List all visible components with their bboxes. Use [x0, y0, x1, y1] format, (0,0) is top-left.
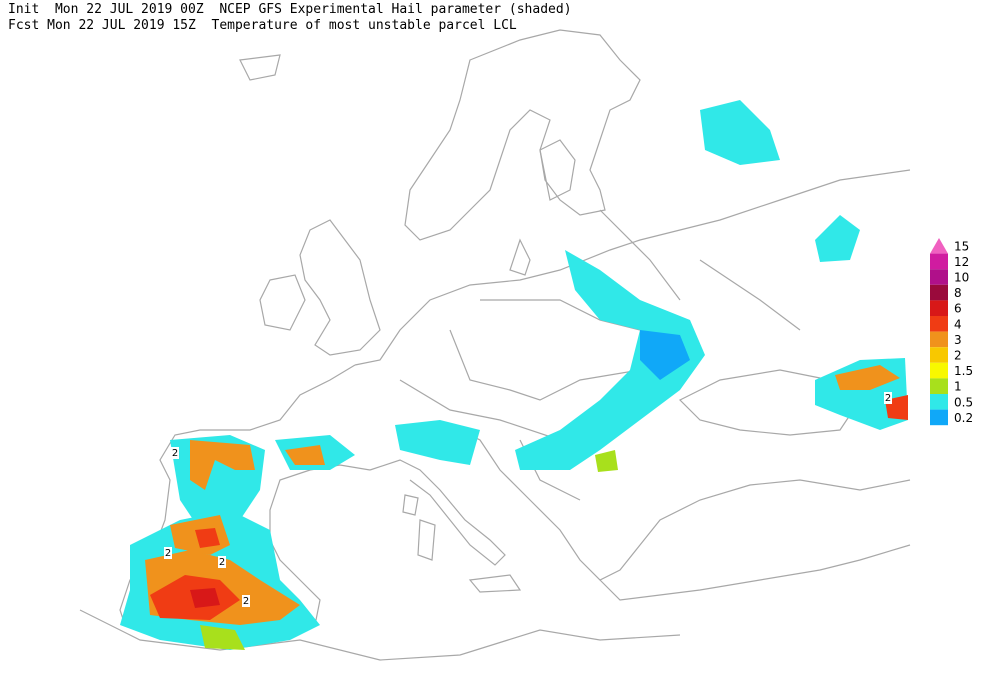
- legend-swatch: [930, 362, 948, 379]
- legend-swatch: [930, 331, 948, 348]
- legend-swatch: [930, 347, 948, 363]
- contour-label: 2: [243, 596, 249, 607]
- legend-swatch: [930, 269, 948, 285]
- legend-swatch: [930, 284, 948, 301]
- legend: 15 12 108 64 3 21.5 10.5 0.2: [930, 238, 973, 426]
- contour-labels: 2 2 2 2 2: [164, 392, 892, 607]
- contour-label: 2: [219, 557, 225, 568]
- coastlines: [79, 29, 911, 661]
- legend-label: 4: [954, 317, 962, 331]
- contour-label: 2: [885, 393, 891, 404]
- legend-swatch: [930, 300, 948, 316]
- legend-swatch: [930, 409, 948, 426]
- legend-label: 12: [954, 255, 969, 269]
- legend-label: 1: [954, 380, 962, 394]
- legend-label: 3: [954, 333, 962, 347]
- legend-label: 0.5: [954, 395, 973, 409]
- contour-label-bg: [164, 547, 172, 559]
- legend-swatch: [930, 378, 948, 394]
- legend-label: 6: [954, 302, 962, 316]
- contour-label-bg: [218, 556, 226, 568]
- contour-label: 2: [172, 448, 178, 459]
- header-line: Init Mon 22 JUL 2019 00Z NCEP GFS Experi…: [8, 2, 572, 17]
- header-line: Fcst Mon 22 JUL 2019 15Z Temperature of …: [8, 18, 517, 33]
- legend-label: 2: [954, 349, 962, 363]
- contour-label: 2: [165, 548, 171, 559]
- contour-label-bg: [171, 447, 179, 459]
- legend-swatch: [930, 238, 948, 254]
- contour-label-bg: [242, 595, 250, 607]
- legend-label: 0.2: [954, 411, 973, 425]
- legend-swatch: [930, 316, 948, 332]
- legend-label: 1.5: [954, 364, 973, 378]
- legend-swatch: [930, 253, 948, 270]
- legend-label: 15: [954, 239, 969, 253]
- legend-label: 10: [954, 271, 969, 285]
- legend-swatch: [930, 394, 948, 410]
- hail-shading: [120, 100, 908, 650]
- legend-label: 8: [954, 286, 962, 300]
- contour-label-bg: [884, 392, 892, 404]
